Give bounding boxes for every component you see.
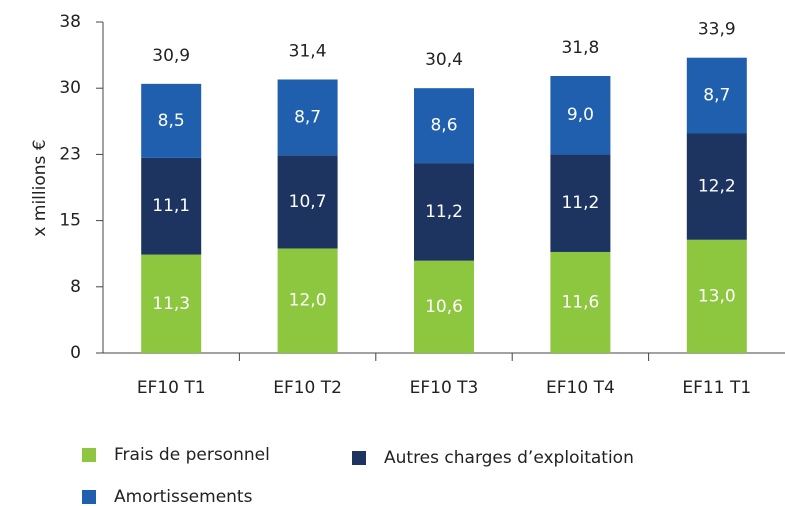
bar-segment [550, 251, 611, 353]
bar-segment [550, 154, 611, 252]
legend-label: Amortissements [114, 487, 253, 506]
value-label: 13,0 [698, 286, 736, 306]
value-label: 11,2 [561, 193, 599, 213]
bar-segment [141, 83, 202, 158]
value-label: 11,1 [152, 196, 190, 216]
x-tick-label: EF10 T2 [273, 378, 342, 398]
y-axis-label: x millions € [30, 139, 50, 236]
value-label: 12,2 [698, 177, 736, 197]
legend-label: Autres charges d’exploitation [384, 448, 634, 468]
bar-segment [277, 155, 338, 249]
bar-segment [550, 76, 611, 155]
bar-segment [686, 57, 747, 134]
value-label: 10,6 [425, 297, 463, 317]
value-label: 8,7 [703, 86, 730, 106]
y-tick-label: 38 [59, 12, 81, 32]
bar-segment [141, 254, 202, 353]
total-label: 31,4 [289, 41, 327, 61]
bar-segment [414, 260, 474, 353]
bar-segment [686, 239, 747, 353]
value-label: 11,3 [152, 294, 190, 314]
total-label: 30,4 [425, 50, 463, 70]
value-label: 8,6 [430, 116, 457, 136]
value-label: 8,7 [294, 107, 321, 127]
x-tick-label: EF10 T1 [137, 378, 206, 398]
total-label: 33,9 [698, 20, 736, 40]
value-label: 10,7 [289, 192, 327, 212]
total-label: 31,8 [561, 38, 599, 58]
x-tick-label: EF10 T3 [410, 378, 479, 398]
legend-swatch [352, 451, 366, 465]
legend-swatch [82, 448, 96, 462]
y-tick-label: 0 [70, 343, 81, 363]
bar-segment [141, 157, 202, 255]
value-label: 8,5 [158, 111, 185, 131]
bar-segment [414, 88, 474, 164]
x-tick-label: EF10 T4 [546, 378, 615, 398]
value-label: 11,6 [561, 292, 599, 312]
bar-segment [277, 79, 338, 156]
legend-label: Frais de personnel [114, 445, 270, 465]
value-label: 9,0 [567, 105, 594, 125]
x-tick-label: EF11 T1 [682, 378, 751, 398]
y-tick-label: 8 [70, 277, 81, 297]
bar-segment [414, 163, 474, 261]
y-tick-label: 30 [59, 78, 81, 98]
value-label: 12,0 [289, 291, 327, 311]
value-label: 11,2 [425, 202, 463, 222]
y-tick-label: 15 [59, 211, 81, 231]
bar-segment [277, 248, 338, 353]
bar-segment [686, 133, 747, 240]
legend-swatch [82, 490, 96, 504]
total-label: 30,9 [152, 46, 190, 66]
y-tick-label: 23 [59, 144, 81, 164]
